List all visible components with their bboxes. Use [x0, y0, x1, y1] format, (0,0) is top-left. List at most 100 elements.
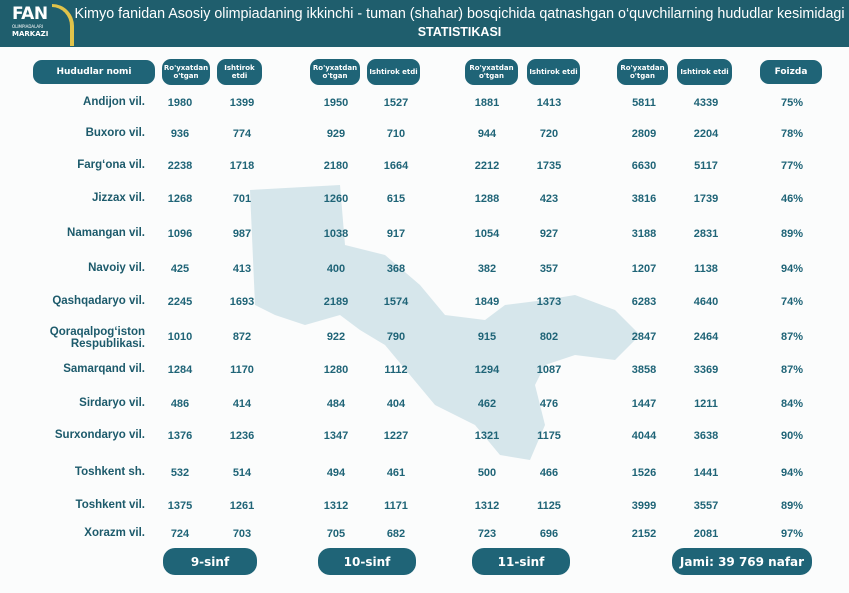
cell-value: 74% [780, 296, 804, 308]
cell-value: 94% [780, 263, 804, 275]
cell-value: 1054 [474, 228, 500, 240]
cell-value: 1288 [474, 193, 500, 205]
region-name: Surxondaryo vil. [54, 429, 145, 441]
cell-value: 1227 [383, 430, 409, 442]
cell-value: 1441 [693, 467, 719, 479]
region-name: Qoraqalpog‘iston Respublikasi. [49, 326, 145, 350]
cell-value: 2847 [631, 331, 657, 343]
cell-value: 77% [780, 160, 804, 172]
cell-value: 3638 [693, 430, 719, 442]
cell-value: 87% [780, 331, 804, 343]
cell-value: 6283 [631, 296, 657, 308]
cell-value: 1010 [167, 331, 193, 343]
cell-value: 1950 [323, 97, 349, 109]
cell-value: 1574 [383, 296, 409, 308]
cell-value: 476 [539, 398, 559, 410]
region-name: Buxoro vil. [85, 127, 145, 139]
header-participated-11: Ishtirok etdi [527, 59, 580, 85]
cell-value: 382 [477, 263, 497, 275]
region-name: Namangan vil. [67, 227, 145, 239]
fan-olimpiadalari-logo: FAN OLIMPIADALARI MARKAZI [8, 4, 74, 46]
cell-value: 774 [232, 128, 252, 140]
cell-value: 723 [477, 528, 497, 540]
cell-value: 1170 [230, 364, 254, 376]
cell-value: 462 [477, 398, 497, 410]
cell-value: 2081 [693, 528, 719, 540]
cell-value: 2152 [631, 528, 657, 540]
cell-value: 3858 [631, 364, 657, 376]
header-registered-10: Ro'yxatdan o'tgan [310, 59, 360, 85]
header-region-name: Hududlar nomi [33, 60, 155, 84]
cell-value: 1171 [384, 500, 408, 512]
cell-value: 1207 [631, 263, 657, 275]
header-registered-total: Ro'yxatdan o'tgan [617, 59, 668, 85]
header-registered-9: Ro'yxatdan o'tgan [162, 59, 210, 85]
cell-value: 75% [780, 97, 804, 109]
cell-value: 1376 [167, 430, 193, 442]
cell-value: 1881 [474, 97, 500, 109]
cell-value: 2204 [693, 128, 719, 140]
cell-value: 724 [170, 528, 190, 540]
cell-value: 484 [326, 398, 346, 410]
cell-value: 1312 [323, 500, 349, 512]
footer-grade-10: 10-sinf [318, 548, 416, 575]
cell-value: 1294 [474, 364, 500, 376]
cell-value: 1087 [536, 364, 562, 376]
cell-value: 425 [170, 263, 190, 275]
cell-value: 400 [326, 263, 346, 275]
cell-value: 2464 [693, 331, 719, 343]
cell-value: 944 [477, 128, 497, 140]
uzbekistan-map [250, 185, 640, 460]
header-percent: Foizda [760, 60, 822, 84]
cell-value: 710 [386, 128, 406, 140]
cell-value: 1849 [474, 296, 500, 308]
cell-value: 720 [539, 128, 559, 140]
cell-value: 514 [232, 467, 252, 479]
cell-value: 84% [780, 398, 804, 410]
cell-value: 1413 [536, 97, 562, 109]
cell-value: 1261 [229, 500, 255, 512]
cell-value: 46% [780, 193, 804, 205]
cell-value: 2189 [323, 296, 349, 308]
cell-value: 1980 [167, 97, 193, 109]
cell-value: 368 [386, 263, 406, 275]
region-name: Navoiy vil. [88, 262, 145, 274]
header-participated-9: Ishtirok etdi [217, 59, 262, 85]
cell-value: 461 [386, 467, 406, 479]
cell-value: 89% [780, 500, 804, 512]
cell-value: 3188 [631, 228, 657, 240]
cell-value: 936 [170, 128, 190, 140]
cell-value: 705 [326, 528, 346, 540]
cell-value: 1693 [229, 296, 255, 308]
cell-value: 1321 [474, 430, 500, 442]
cell-value: 1373 [536, 296, 562, 308]
cell-value: 1399 [229, 97, 255, 109]
cell-value: 89% [780, 228, 804, 240]
cell-value: 500 [477, 467, 497, 479]
cell-value: 1138 [694, 263, 718, 275]
footer-grade-9: 9-sinf [163, 548, 257, 575]
cell-value: 94% [780, 467, 804, 479]
cell-value: 922 [326, 331, 346, 343]
region-name: Farg‘ona vil. [77, 159, 145, 171]
cell-value: 414 [232, 398, 252, 410]
cell-value: 696 [539, 528, 559, 540]
cell-value: 494 [326, 467, 346, 479]
cell-value: 1125 [537, 500, 561, 512]
cell-value: 802 [539, 331, 559, 343]
cell-value: 703 [232, 528, 252, 540]
cell-value: 466 [539, 467, 559, 479]
cell-value: 929 [326, 128, 346, 140]
cell-value: 1347 [323, 430, 349, 442]
footer-total: Jami: 39 769 nafar [672, 548, 812, 575]
cell-value: 532 [170, 467, 190, 479]
header-participated-10: Ishtirok etdi [367, 59, 420, 85]
cell-value: 6630 [631, 160, 657, 172]
cell-value: 701 [232, 193, 252, 205]
cell-value: 1312 [474, 500, 500, 512]
cell-value: 1664 [383, 160, 409, 172]
cell-value: 1739 [693, 193, 719, 205]
cell-value: 682 [386, 528, 406, 540]
cell-value: 90% [780, 430, 804, 442]
title-line-1: Kimyo fanidan Asosiy olimpiadaning ikkin… [74, 6, 845, 22]
